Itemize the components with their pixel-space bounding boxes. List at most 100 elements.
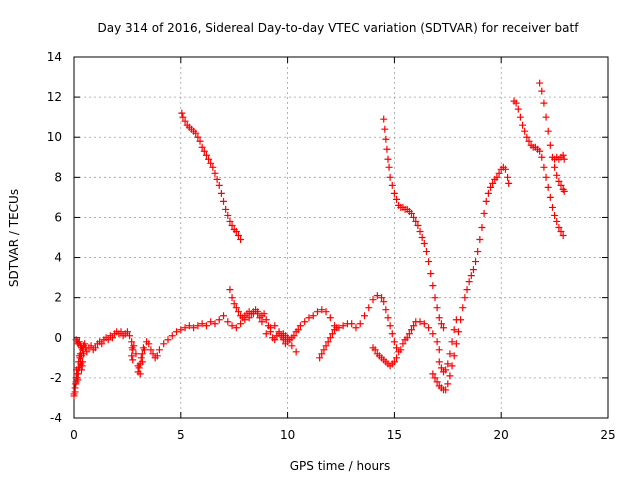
x-tick-label: 10 [280,428,295,442]
data-point [388,181,396,189]
data-point [252,306,260,314]
data-points [70,79,568,400]
series-seg-f [380,115,448,332]
data-point [560,187,568,195]
data-point [450,326,458,334]
data-point [380,115,388,123]
series-seg-c [226,286,292,348]
data-point [352,324,360,332]
data-point [384,155,392,163]
data-point [393,344,401,352]
series-seg-i [536,79,568,195]
data-point [452,316,460,324]
data-point [138,350,146,358]
data-point [126,332,134,340]
data-point [177,326,185,334]
data-point [262,316,270,324]
data-point [514,105,522,113]
data-point [371,346,379,354]
tick-labels: 0 5 10 15 20 25 -4 -2 0 2 4 6 8 10 12 14 [47,50,616,442]
data-point [536,79,544,87]
series-seg-a [70,308,300,398]
data-point [542,113,550,121]
data-point [427,270,435,278]
data-point [135,364,143,372]
data-point [292,348,300,356]
data-point [258,318,266,326]
data-point [237,236,245,244]
data-point [454,328,462,336]
data-point [383,145,391,153]
data-point [128,352,136,360]
data-point [215,316,223,324]
data-point [147,346,155,354]
data-point [356,320,364,328]
data-point [487,183,495,191]
data-point [560,155,568,163]
data-point [348,320,356,328]
data-point [234,231,242,239]
data-point [480,209,488,217]
data-point [139,344,147,352]
data-point [134,368,142,376]
data-point [557,227,565,235]
x-axis-label: GPS time / hours [290,459,391,473]
data-point [544,127,552,135]
data-point [207,318,215,326]
series-seg-a-dense [70,336,147,400]
x-tick-label: 20 [494,428,509,442]
y-tick-label: 12 [47,90,62,104]
data-point [123,328,131,336]
data-point [431,294,439,302]
data-point [405,330,413,338]
data-point [322,308,330,316]
data-point [410,213,418,221]
data-point [228,294,236,302]
data-point [540,99,548,107]
data-point [425,324,433,332]
data-point [437,364,445,372]
data-point [465,278,473,286]
data-point [557,181,565,189]
data-point [200,147,208,155]
data-point [559,151,567,159]
data-point [215,181,223,189]
data-point [264,322,272,330]
data-point [495,169,503,177]
data-point [198,320,206,328]
data-point [155,346,163,354]
data-point [294,326,302,334]
data-point [179,113,187,121]
data-point [388,330,396,338]
data-point [80,350,88,358]
data-point [194,133,202,141]
data-point [489,179,497,187]
data-point [211,169,219,177]
data-point [71,388,79,396]
data-point [450,352,458,360]
data-point [226,286,234,294]
data-point [339,322,347,330]
data-point [226,217,234,225]
data-point [271,336,279,344]
data-point [433,378,441,386]
data-point [551,211,559,219]
data-point [254,310,262,318]
data-point [433,304,441,312]
data-point [482,197,490,205]
data-point [382,135,390,143]
data-point [220,197,228,205]
data-point [429,330,437,338]
data-point [448,338,456,346]
data-point [444,360,452,368]
x-tick-label: 0 [70,428,78,442]
data-point [369,296,377,304]
data-point [390,358,398,366]
data-point [446,372,454,380]
data-point [459,304,467,312]
data-point [553,217,561,225]
data-point [74,376,82,384]
data-point [386,322,394,330]
y-tick-label: 6 [54,210,62,224]
data-point [446,350,454,358]
